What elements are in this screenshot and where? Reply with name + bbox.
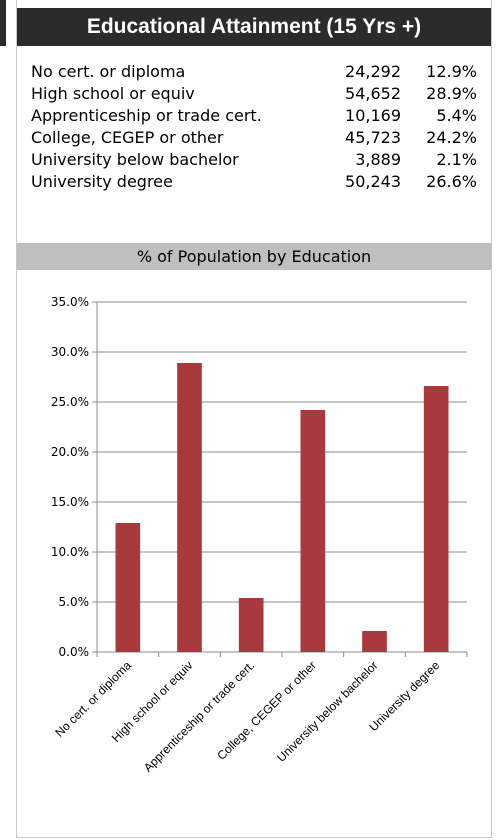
row-label: University degree [31, 172, 173, 191]
row-label: Apprenticeship or trade cert. [31, 106, 262, 125]
row-label: College, CEGEP or other [31, 128, 224, 147]
row-percent: 5.4% [436, 106, 477, 125]
x-category-label: Apprenticeship or trade cert. [141, 658, 257, 774]
attainment-table: No cert. or diploma 24,292 12.9% High sc… [31, 62, 477, 194]
row-count: 3,889 [355, 150, 401, 169]
y-tick-label: 25.0% [51, 395, 89, 409]
table-row: College, CEGEP or other 45,723 24.2% [31, 128, 477, 150]
bar-chart-svg: 0.0%5.0%10.0%15.0%20.0%25.0%30.0%35.0%No… [51, 295, 468, 775]
y-tick-label: 5.0% [59, 595, 90, 609]
x-category-label: University below bachelor [274, 658, 381, 765]
y-tick-label: 15.0% [51, 495, 89, 509]
x-category-label: College, CEGEP or other [214, 658, 319, 763]
table-row: Apprenticeship or trade cert. 10,169 5.4… [31, 106, 477, 128]
left-edge [0, 0, 6, 840]
y-tick-label: 10.0% [51, 545, 89, 559]
bar [115, 523, 141, 652]
row-count: 50,243 [345, 172, 401, 191]
bar [238, 598, 264, 652]
left-edge-block [0, 0, 6, 46]
y-tick-label: 35.0% [51, 295, 89, 309]
row-percent: 24.2% [426, 128, 477, 147]
row-percent: 26.6% [426, 172, 477, 191]
row-label: High school or equiv [31, 84, 195, 103]
y-tick-label: 20.0% [51, 445, 89, 459]
table-row: No cert. or diploma 24,292 12.9% [31, 62, 477, 84]
chart-title: % of Population by Education [17, 243, 491, 270]
bar [362, 631, 387, 652]
row-label: No cert. or diploma [31, 62, 186, 81]
bar-chart: 0.0% 5.0% 10.0% 15.0% 20.0% 25.0% 30.0% 35.0% No… [17, 270, 491, 838]
y-tick-label: 0.0% [59, 645, 90, 659]
row-percent: 12.9% [426, 62, 477, 81]
table-row: University below bachelor 3,889 2.1% [31, 150, 477, 172]
row-count: 10,169 [345, 106, 401, 125]
y-tick-label: 30.0% [51, 345, 89, 359]
row-percent: 28.9% [426, 84, 477, 103]
row-count: 24,292 [345, 62, 401, 81]
education-panel: Educational Attainment (15 Yrs +) No cer… [16, 0, 492, 838]
table-row: University degree 50,243 26.6% [31, 172, 477, 194]
row-percent: 2.1% [436, 150, 477, 169]
row-count: 54,652 [345, 84, 401, 103]
bar [177, 363, 202, 652]
row-label: University below bachelor [31, 150, 239, 169]
bar [423, 386, 449, 652]
table-row: High school or equiv 54,652 28.9% [31, 84, 477, 106]
panel-title: Educational Attainment (15 Yrs +) [17, 8, 491, 46]
bar [300, 410, 326, 652]
row-count: 45,723 [345, 128, 401, 147]
